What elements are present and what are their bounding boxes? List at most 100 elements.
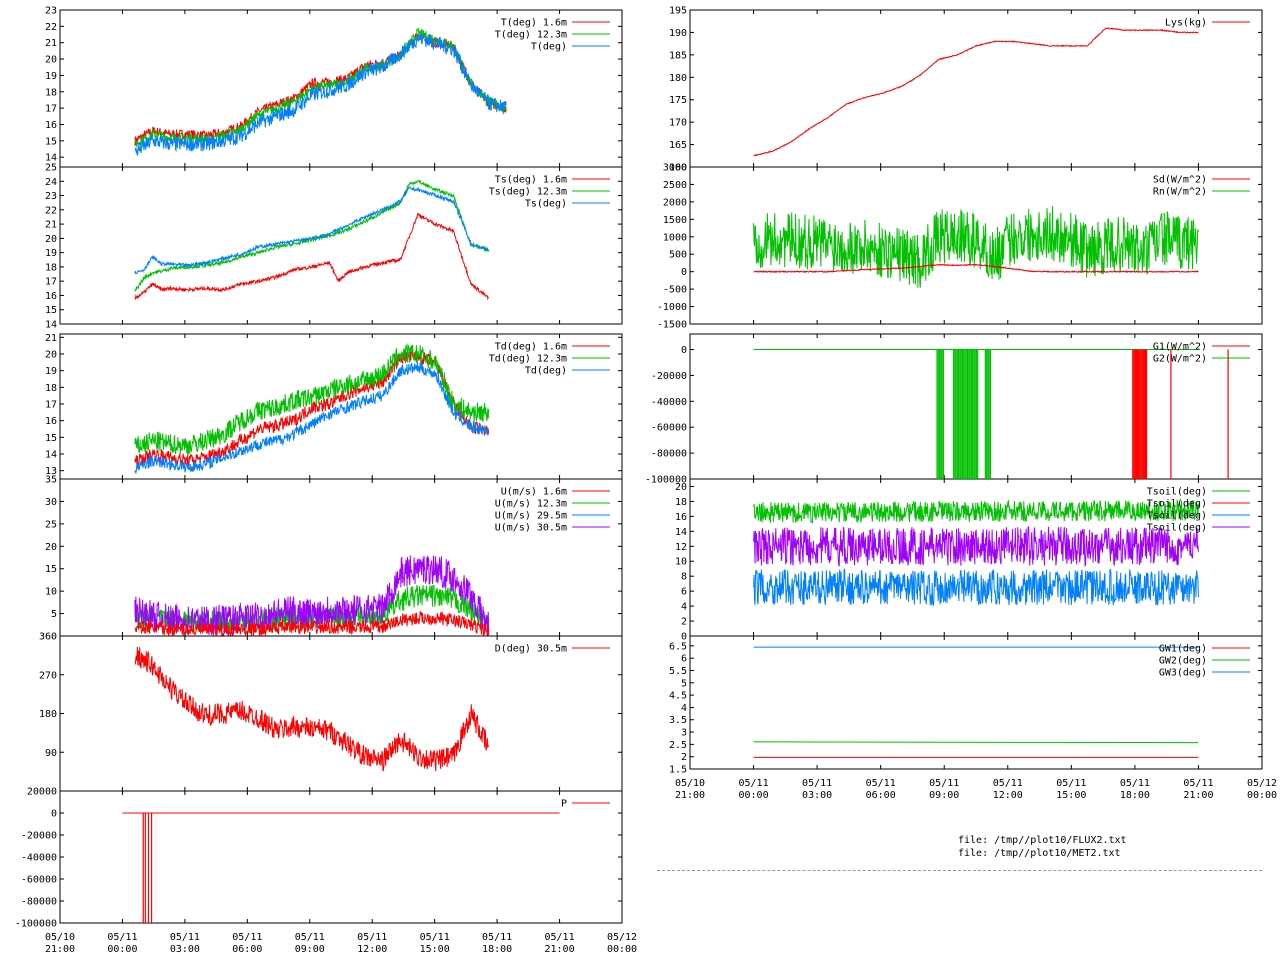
- panel-frame: [59, 790, 623, 924]
- series-line: [134, 361, 490, 475]
- y-tick-label: 23: [45, 191, 57, 202]
- y-tick-label: 21: [45, 38, 57, 49]
- y-tick-label: 8: [681, 572, 687, 583]
- series-line: [134, 646, 490, 772]
- x-left-tick-date: 05/11: [107, 932, 137, 943]
- y-tick-label: -1500: [657, 320, 687, 331]
- series-line: [753, 568, 1199, 607]
- x-right-tick-date: 05/12: [1247, 778, 1277, 789]
- panel-frame: [689, 635, 1263, 770]
- y-tick-label: 19: [45, 248, 57, 259]
- x-right-tick-date: 05/11: [802, 778, 832, 789]
- panel-frame: [689, 166, 1263, 325]
- y-tick-label: 195: [669, 6, 687, 17]
- y-tick-label: 4: [681, 703, 687, 714]
- x-right-tick-time: 06:00: [866, 790, 896, 801]
- y-tick-label: 13: [45, 466, 57, 477]
- y-tick-label: -100000: [645, 475, 687, 486]
- y-tick-label: -1000: [657, 302, 687, 313]
- legend-label: D(deg) 30.5m: [495, 644, 567, 655]
- x-right-tick-date: 05/11: [929, 778, 959, 789]
- y-tick-label: 1000: [663, 232, 687, 243]
- x-right-tick-time: 18:00: [1120, 790, 1150, 801]
- y-tick-label: 20: [45, 542, 57, 553]
- y-tick-label: 5.5: [669, 666, 687, 677]
- x-right-tick-time: 15:00: [1056, 790, 1086, 801]
- y-tick-label: 15: [45, 564, 57, 575]
- x-left-tick-time: 00:00: [107, 944, 137, 955]
- y-tick-label: 3.5: [669, 715, 687, 726]
- y-tick-label: 0: [681, 267, 687, 278]
- y-tick-label: 5: [51, 609, 57, 620]
- x-right-tick-date: 05/11: [1183, 778, 1213, 789]
- y-tick-label: 15: [45, 433, 57, 444]
- series-line: [753, 741, 1199, 744]
- x-right-tick-time: 21:00: [675, 790, 705, 801]
- y-tick-label: 17: [45, 277, 57, 288]
- legend-label: G1(W/m^2): [1153, 342, 1207, 353]
- series-line: [753, 525, 1199, 568]
- y-tick-label: -40000: [651, 397, 687, 408]
- y-tick-label: 21: [45, 220, 57, 231]
- y-tick-label: 185: [669, 50, 687, 61]
- x-right-tick-date: 05/11: [1056, 778, 1086, 789]
- x-right-tick-date: 05/11: [739, 778, 769, 789]
- x-left-tick-time: 03:00: [170, 944, 200, 955]
- y-tick-label: 4: [681, 602, 687, 613]
- x-left-tick-time: 21:00: [545, 944, 575, 955]
- y-tick-label: -100000: [15, 919, 57, 930]
- y-tick-label: 19: [45, 71, 57, 82]
- y-tick-label: 14: [45, 450, 57, 461]
- x-right-tick-date: 05/10: [675, 778, 705, 789]
- legend-label: Tsoil(deg): [1147, 511, 1207, 522]
- legend-label: Tsoil(deg): [1147, 523, 1207, 534]
- y-tick-label: 18: [45, 262, 57, 273]
- y-tick-label: 3: [681, 728, 687, 739]
- x-left-tick-date: 05/11: [545, 932, 575, 943]
- series-line: [134, 212, 490, 301]
- y-tick-label: 22: [45, 205, 57, 216]
- panel-frame: [59, 166, 623, 325]
- x-left-tick-time: 00:00: [607, 944, 637, 955]
- series-line: [134, 32, 507, 156]
- legend-label: GW3(deg): [1159, 668, 1207, 679]
- legend-label: Ts(deg): [525, 199, 567, 210]
- x-right-tick-date: 05/11: [993, 778, 1023, 789]
- y-tick-label: 25: [45, 519, 57, 530]
- y-tick-label: 0: [51, 809, 57, 820]
- series-line: [753, 27, 1199, 157]
- y-tick-label: 16: [45, 120, 57, 131]
- y-tick-label: 500: [669, 250, 687, 261]
- y-tick-label: 170: [669, 118, 687, 129]
- legend-label: U(m/s) 1.6m: [501, 487, 567, 498]
- x-left-tick-time: 21:00: [45, 944, 75, 955]
- y-tick-label: 20: [675, 482, 687, 493]
- y-tick-label: 6: [681, 587, 687, 598]
- series-line: [134, 343, 490, 456]
- y-tick-label: 16: [45, 416, 57, 427]
- legend-label: U(m/s) 12.3m: [495, 499, 567, 510]
- y-tick-label: 10: [45, 587, 57, 598]
- y-tick-label: 20000: [27, 787, 57, 798]
- legend-label: T(deg) 12.3m: [495, 30, 567, 41]
- panel-frame: [689, 9, 1263, 168]
- y-tick-label: 10: [675, 557, 687, 568]
- y-tick-label: 6.5: [669, 641, 687, 652]
- y-tick-label: 6: [681, 654, 687, 665]
- y-tick-label: 0: [681, 345, 687, 356]
- y-tick-label: 0: [681, 632, 687, 643]
- y-tick-label: 20: [45, 234, 57, 245]
- y-tick-label: -500: [663, 285, 687, 296]
- x-left-tick-date: 05/11: [170, 932, 200, 943]
- legend-label: Td(deg) 12.3m: [489, 354, 567, 365]
- x-right-tick-time: 12:00: [993, 790, 1023, 801]
- x-left-tick-date: 05/11: [482, 932, 512, 943]
- y-tick-label: -60000: [651, 423, 687, 434]
- y-tick-label: 2: [681, 617, 687, 628]
- y-tick-label: 14: [45, 153, 57, 164]
- y-tick-label: 17: [45, 400, 57, 411]
- y-tick-label: 270: [39, 670, 57, 681]
- x-left-tick-time: 09:00: [295, 944, 325, 955]
- file-list: file: /tmp//plot10/FLUX2.txt file: /tmp/…: [958, 834, 1127, 860]
